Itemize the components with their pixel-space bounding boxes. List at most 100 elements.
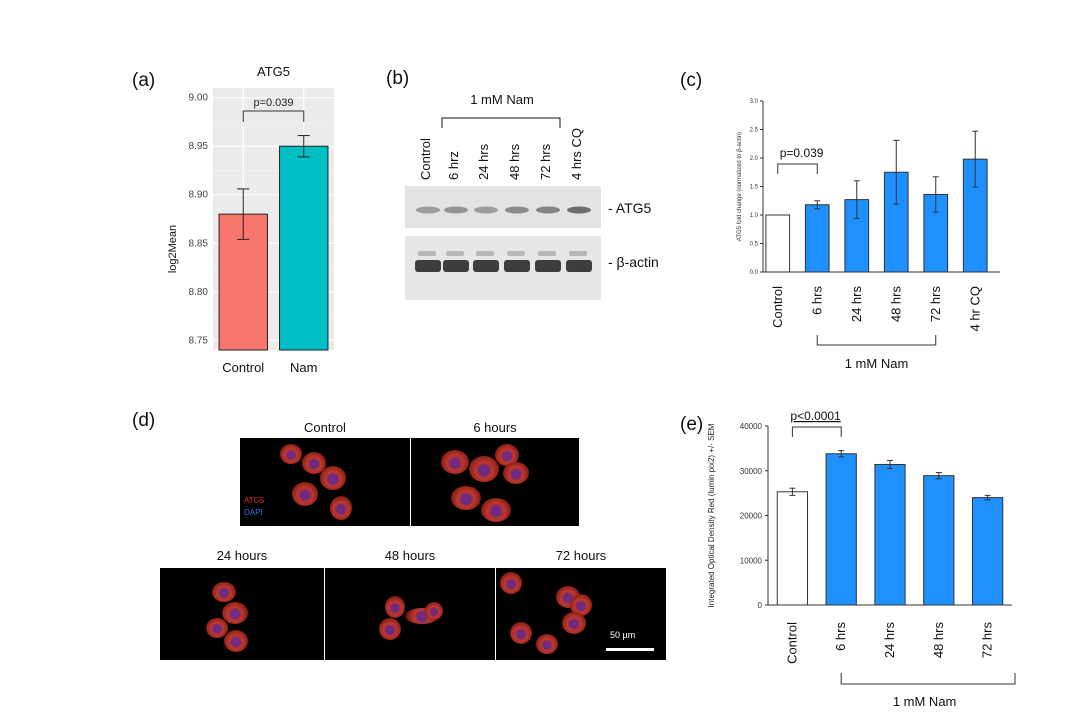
- blot-atg5-band: [416, 206, 440, 214]
- blot-actin-upper-band: [476, 251, 494, 256]
- blot-atg5-band: [505, 206, 529, 214]
- panel-letter-b: (b): [386, 68, 410, 89]
- blot-lane-label: 4 hrs CQ: [569, 128, 584, 180]
- chart-a-ylabel: log2Mean: [167, 225, 179, 273]
- blot-band-atg5: - ATG5: [608, 200, 652, 216]
- chart-c-xtick-label: 72 hrs: [928, 286, 943, 323]
- chart-a-ytick-label: 8.95: [189, 141, 209, 152]
- chart-c-group-bracket: [816, 335, 937, 346]
- chart-a-ytick-label: 9.00: [189, 93, 209, 104]
- blot-atg5-strip: [405, 186, 601, 228]
- blot-lane-label: 24 hrs: [476, 143, 491, 180]
- blot-lane-label: Control: [418, 138, 433, 180]
- chart-c-pvalue: p=0.039: [780, 146, 824, 160]
- blot-actin-band: [566, 260, 592, 272]
- chart-e-ytick-label: 20000: [740, 512, 763, 521]
- chart-c-ytick-label: 1.0: [750, 213, 759, 219]
- blot-group-label: 1 mM Nam: [470, 92, 534, 107]
- panel-letter-c: (c): [680, 70, 703, 91]
- blot-atg5-band: [536, 206, 560, 214]
- chart-e-ytick-label: 0: [758, 601, 763, 610]
- panel-letter-e: (e): [680, 414, 704, 435]
- chart-c-xtick-label: 6 hrs: [809, 286, 824, 315]
- chart-e-ylabel: Integrated Optical Density Red (lumin pi…: [707, 423, 716, 607]
- chart-e-xtick-label: 72 hrs: [980, 622, 995, 659]
- chart-c-ytick-label: 0.5: [750, 242, 759, 248]
- legend-dapi: DAPI: [244, 508, 263, 517]
- micro-title-72h: 72 hours: [555, 548, 607, 563]
- blot-actin-upper-band: [446, 251, 464, 256]
- chart-c-ylabel: ATG5 fold change (normalized to β-actin): [737, 132, 743, 241]
- chart-e-bar: [874, 463, 906, 606]
- chart-e-xtick-label: 24 hrs: [882, 622, 897, 659]
- blot-actin-band: [504, 260, 530, 272]
- blot-actin-band: [473, 260, 499, 272]
- chart-e-ytick-label: 30000: [740, 467, 763, 476]
- panel-letter-a: (a): [132, 70, 156, 91]
- chart-e-xtick-label: 48 hrs: [931, 622, 946, 659]
- chart-a-ytick-label: 8.75: [189, 335, 209, 346]
- blot-actin-band: [535, 260, 561, 272]
- chart-e-sig-bracket: [791, 426, 842, 437]
- blot-actin-band: [415, 260, 441, 272]
- chart-e-bar: [776, 491, 809, 606]
- micro-image-6h: [411, 438, 579, 526]
- chart-e-bar: [923, 475, 955, 606]
- micro-image-24h: [160, 568, 324, 660]
- blot-band-actin: - β-actin: [608, 254, 659, 270]
- micro-title-6h: 6 hours: [473, 420, 517, 435]
- chart-a-sig-bracket: [242, 110, 305, 122]
- chart-c-ytick-label: 0.0: [750, 270, 759, 276]
- chart-e-ytick-label: 40000: [740, 422, 763, 431]
- chart-a-ytick-label: 8.90: [189, 190, 209, 201]
- chart-c-group-label: 1 mM Nam: [845, 356, 909, 371]
- micro-title-48h: 48 hours: [384, 548, 436, 563]
- scale-bar-label: 50 µm: [610, 630, 636, 640]
- chart-a-xtick-label: Nam: [290, 360, 317, 375]
- legend-atg5: ATG5: [244, 496, 265, 505]
- blot-atg5-band: [567, 206, 591, 214]
- chart-c-xtick-label: Control: [770, 286, 785, 328]
- micro-title-24h: 24 hours: [216, 548, 268, 563]
- chart-c-bar: [765, 214, 791, 273]
- chart-c-ytick-label: 1.5: [750, 185, 759, 191]
- chart-c-sig-bracket: [777, 163, 818, 174]
- chart-a-ytick-label: 8.80: [189, 287, 209, 298]
- chart-a-ytick-label: 8.85: [189, 238, 209, 249]
- blot-lane-label: 6 hrz: [446, 151, 461, 180]
- panel-letter-d: (d): [132, 410, 156, 431]
- chart-c-ytick-label: 3.0: [750, 99, 759, 105]
- blot-group-bracket: [441, 117, 561, 128]
- chart-e-xtick-label: 6 hrs: [833, 622, 848, 651]
- chart-c-ytick-label: 2.0: [750, 156, 759, 162]
- micro-image-72h: 50 µm: [496, 568, 666, 660]
- chart-e-ytick-label: 10000: [740, 556, 763, 565]
- blot-actin-band: [443, 260, 469, 272]
- micro-title-control: Control: [304, 420, 346, 435]
- blot-actin-upper-band: [538, 251, 556, 256]
- chart-a-bar: [279, 145, 329, 351]
- micro-image-control: ATG5 DAPI: [240, 438, 410, 526]
- chart-a-xtick-label: Control: [222, 360, 264, 375]
- chart-a-title: ATG5: [257, 64, 290, 79]
- chart-e-group-label: 1 mM Nam: [893, 694, 957, 709]
- blot-actin-upper-band: [569, 251, 587, 256]
- chart-e-xtick-label: Control: [784, 622, 799, 664]
- chart-c-ytick-label: 2.5: [750, 128, 759, 134]
- chart-c-xtick-label: 48 hrs: [888, 286, 903, 323]
- chart-e-pvalue: p<0.0001: [790, 409, 841, 423]
- chart-e-bar: [971, 497, 1004, 606]
- chart-c-xtick-label: 24 hrs: [849, 286, 864, 323]
- blot-atg5-band: [474, 206, 498, 214]
- chart-a-pvalue: p=0.039: [253, 97, 293, 109]
- blot-actin-upper-band: [507, 251, 525, 256]
- blot-lane-label: 72 hrs: [538, 143, 553, 180]
- chart-e-bar: [825, 453, 857, 606]
- blot-lane-label: 48 hrs: [507, 143, 522, 180]
- blot-actin-upper-band: [418, 251, 436, 256]
- chart-e-group-bracket: [840, 673, 1016, 685]
